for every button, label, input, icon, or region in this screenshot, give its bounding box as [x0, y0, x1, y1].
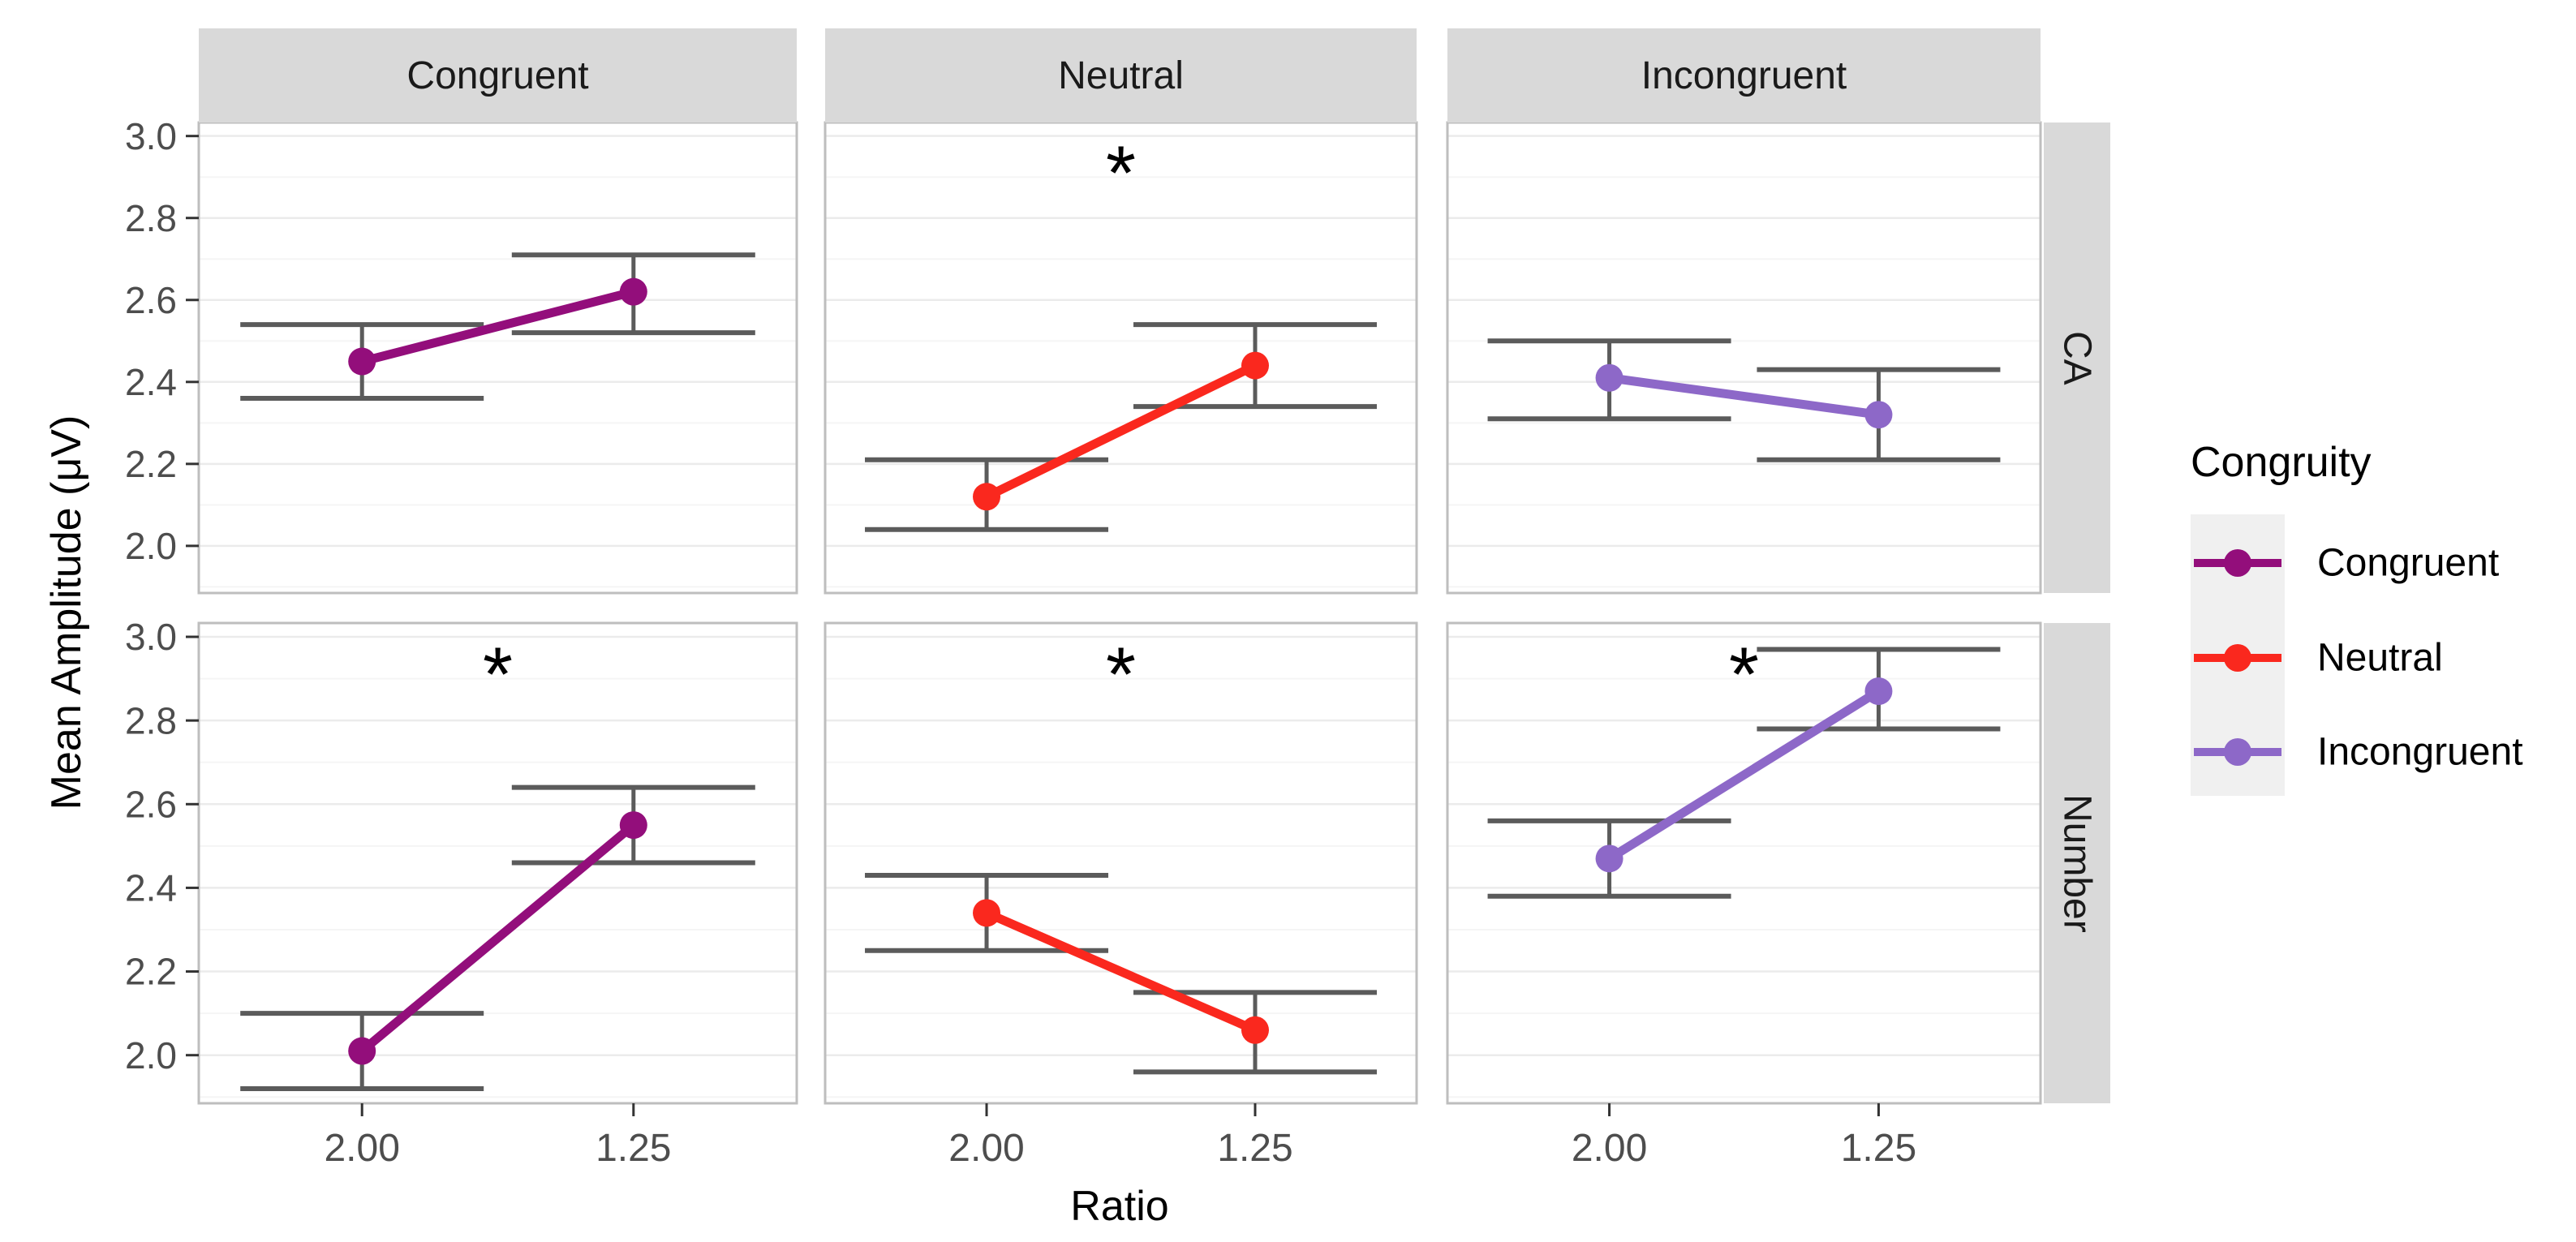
legend-key-point [2224, 738, 2251, 766]
x-tick-label: 2.00 [324, 1127, 399, 1170]
y-tick-label: 2.2 [125, 951, 177, 993]
y-tick-label: 3.0 [125, 115, 177, 157]
facet-strip-number: Number [2044, 623, 2110, 1103]
panel-background [1447, 122, 2041, 593]
legend-key-point [2224, 644, 2251, 672]
significance-asterisk: * [1729, 631, 1759, 717]
data-point [1864, 677, 1893, 706]
y-tick-label: 2.6 [125, 279, 177, 321]
legend-item-congruent: Congruent [2317, 541, 2500, 585]
trend-line [982, 908, 1260, 1035]
y-tick-label: 2.4 [125, 867, 177, 909]
y-tick-label: 3.0 [125, 616, 177, 658]
significance-asterisk: * [1106, 130, 1136, 216]
x-tick-label: 1.25 [1217, 1127, 1292, 1170]
panel-border [197, 121, 798, 595]
facet-strip-label: CA [2055, 330, 2099, 385]
legend-keys [2194, 549, 2281, 766]
y-tick-label: 2.2 [125, 443, 177, 485]
panel-background [1447, 623, 2041, 1103]
y-tick-label: 2.6 [125, 783, 177, 825]
x-axis-title: Ratio [1070, 1183, 1169, 1230]
panel-background [825, 122, 1417, 593]
panel-background [199, 122, 797, 593]
data-point [348, 347, 376, 376]
legend-key-point [2224, 549, 2251, 577]
legend-title: Congruity [2191, 439, 2372, 486]
data-point [973, 899, 1001, 927]
data-point [1241, 1016, 1269, 1044]
panel-border [197, 621, 798, 1105]
legend-item-neutral: Neutral [2317, 636, 2443, 680]
data-point [1864, 401, 1893, 429]
significance-asterisk: * [1106, 631, 1136, 717]
trend-line [357, 820, 639, 1056]
facet-strip-congruent: Congruent [199, 28, 797, 122]
x-tick-label: 1.25 [596, 1127, 671, 1170]
y-tick-label: 2.4 [125, 361, 177, 403]
data-point [348, 1037, 376, 1065]
data-point [619, 277, 647, 306]
trend-line [982, 361, 1260, 501]
y-tick-label: 2.8 [125, 197, 177, 239]
data-point [619, 811, 647, 840]
facet-strip-neutral: Neutral [825, 28, 1417, 122]
y-tick-label: 2.0 [125, 525, 177, 567]
trend-line [1605, 373, 1883, 419]
facet-strip-label: Number [2055, 793, 2099, 933]
facet-strip-incongruent: Incongruent [1447, 28, 2041, 122]
panel-background [825, 623, 1417, 1103]
data-point [1595, 363, 1623, 392]
y-axis-title: Mean Amplitude (μV) [43, 415, 90, 810]
data-point [1595, 844, 1623, 873]
panel-border [1446, 621, 2042, 1105]
significance-asterisk: * [483, 631, 513, 717]
facet-strip-label: Congruent [406, 54, 589, 97]
facet-strip-label: Neutral [1058, 54, 1184, 97]
x-tick-label: 1.25 [1841, 1127, 1916, 1170]
trend-line [357, 287, 639, 367]
facet-strip-ca: CA [2044, 122, 2110, 593]
trend-line [1605, 686, 1883, 863]
y-tick-label: 2.8 [125, 699, 177, 741]
panel-border [824, 121, 1418, 595]
data-point [1241, 351, 1269, 380]
legend-item-incongruent: Incongruent [2317, 730, 2523, 774]
panel-border [1446, 121, 2042, 595]
x-tick-label: 2.00 [948, 1127, 1024, 1170]
y-tick-label: 2.0 [125, 1034, 177, 1077]
facet-strip-label: Incongruent [1641, 54, 1847, 97]
data-point [973, 483, 1001, 511]
x-tick-label: 2.00 [1572, 1127, 1647, 1170]
panel-border [824, 621, 1418, 1105]
